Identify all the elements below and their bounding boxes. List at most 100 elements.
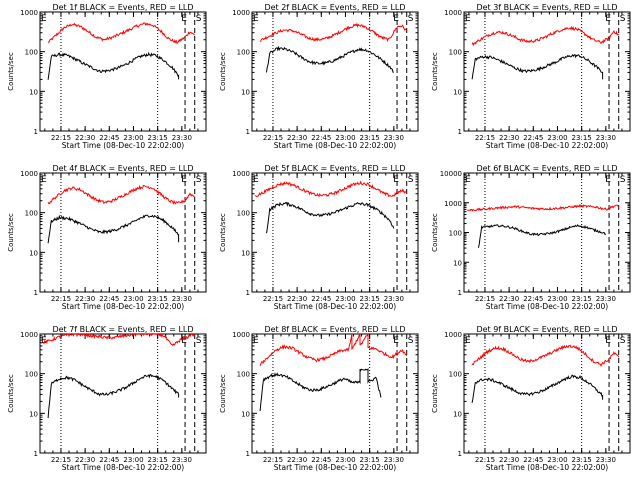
y-tick-label: 1000 [232,9,250,17]
x-tick-label: 23:30 [172,134,192,142]
x-tick-label: 22:30 [75,295,95,303]
x-tick-label: 23:00 [547,134,567,142]
x-tick-label: 22:30 [287,456,307,464]
x-tick-label: 22:30 [499,295,519,303]
detector-panel-9: Det 9f BLACK = Events, RED = LLD 1 10 100 10… [431,325,631,472]
x-tick-label: 23:00 [335,134,355,142]
plot-frame [463,11,631,132]
panel-title: Det 6f BLACK = Events, RED = LLD [476,164,617,173]
x-tick-label: 22:15 [475,456,495,464]
y-axis-label: Counts/sec [219,52,227,91]
y-tick-label: 1000 [232,170,250,178]
eclipse-saa-marker: S [620,175,626,185]
eclipse-saa-marker: E [465,14,471,24]
y-tick-label: 10 [241,410,250,418]
x-tick-label: 23:30 [596,134,616,142]
eclipse-saa-marker: E [605,336,611,346]
eclipse-saa-marker: E [253,175,259,185]
y-tick-label: 100 [237,210,250,218]
y-tick-label: 1 [246,289,250,297]
detector-panel-5: Det 5f BLACK = Events, RED = LLD 1 10 100 10… [219,164,419,311]
x-tick-label: 23:00 [123,295,143,303]
x-axis-label: Start Time (08-Dec-10 22:02:00) [486,302,608,311]
y-tick-label: 1 [246,450,250,458]
plot-frame [251,172,419,293]
x-axis-label: Start Time (08-Dec-10 22:02:00) [486,141,608,150]
y-tick-label: 1 [458,450,462,458]
x-tick-label: 23:15 [148,134,168,142]
events-series-line [478,223,607,248]
lld-series-line [471,25,620,47]
panel-title: Det 9f BLACK = Events, RED = LLD [476,325,617,334]
y-axis-label: Counts/sec [431,52,439,91]
x-tick-label: 23:15 [572,134,592,142]
y-tick-label: 100 [25,210,38,218]
y-axis-label: Counts/sec [7,213,15,252]
eclipse-saa-marker: E [181,336,187,346]
eclipse-saa-marker: S [408,14,414,24]
y-axis-label: Counts/sec [219,213,227,252]
plot-frame [251,333,419,454]
x-tick-label: 23:00 [335,295,355,303]
y-tick-label: 10 [29,410,38,418]
lld-series-line [259,334,408,367]
y-tick-label: 10 [241,249,250,257]
plot-frame [39,333,207,454]
x-tick-label: 23:15 [360,295,380,303]
eclipse-saa-marker: S [620,14,626,24]
x-axis-label: Start Time (08-Dec-10 22:02:00) [62,463,184,472]
x-tick-label: 22:15 [51,456,71,464]
x-tick-label: 23:15 [360,456,380,464]
lld-series-line [47,22,196,45]
detector-panel-6: Det 6f BLACK = Events, RED = LLD 1 10 100 10… [431,164,631,311]
eclipse-saa-marker: E [41,14,47,24]
y-tick-label: 1 [246,128,250,136]
y-tick-label: 1000 [444,200,462,208]
events-series-line [259,368,382,412]
eclipse-saa-marker: E [181,175,187,185]
x-tick-label: 23:30 [172,295,192,303]
y-tick-label: 10 [453,88,462,96]
events-series-line [47,373,180,419]
events-series-line [47,51,180,80]
x-tick-label: 23:30 [384,134,404,142]
x-tick-label: 23:00 [123,134,143,142]
plot-frame [251,11,419,132]
y-tick-label: 100 [449,371,462,379]
eclipse-saa-marker: E [393,336,399,346]
y-tick-label: 10 [241,88,250,96]
x-tick-label: 22:45 [311,134,331,142]
x-tick-label: 23:00 [547,456,567,464]
x-tick-label: 23:15 [572,456,592,464]
x-tick-label: 22:45 [99,134,119,142]
lld-series-line [254,180,408,198]
y-axis-label: Counts/sec [431,374,439,413]
y-tick-label: 1 [34,450,38,458]
x-tick-label: 22:45 [311,295,331,303]
y-axis-label: Counts/sec [7,374,15,413]
y-tick-label: 1000 [20,331,38,339]
plot-frame [463,333,631,454]
x-axis-label: Start Time (08-Dec-10 22:02:00) [274,463,396,472]
x-tick-label: 22:15 [51,134,71,142]
detector-panel-3: Det 3f BLACK = Events, RED = LLD 1 10 100 10… [431,3,631,150]
eclipse-saa-marker: S [620,336,626,346]
y-axis-label: Counts/sec [7,52,15,91]
y-tick-label: 1000 [444,331,462,339]
x-tick-label: 23:15 [360,134,380,142]
events-series-line [471,53,604,80]
x-tick-label: 22:30 [499,456,519,464]
panel-title: Det 3f BLACK = Events, RED = LLD [476,3,617,12]
y-tick-label: 100 [449,230,462,238]
events-series-line [266,45,394,73]
x-tick-label: 23:15 [148,295,168,303]
x-axis-label: Start Time (08-Dec-10 22:02:00) [62,141,184,150]
eclipse-saa-marker: E [253,336,259,346]
eclipse-saa-marker: S [408,175,414,185]
y-tick-label: 1000 [232,331,250,339]
x-axis-label: Start Time (08-Dec-10 22:02:00) [274,141,396,150]
eclipse-saa-marker: E [181,14,187,24]
x-tick-label: 22:45 [523,456,543,464]
y-tick-label: 1 [458,128,462,136]
eclipse-saa-marker: E [465,175,471,185]
